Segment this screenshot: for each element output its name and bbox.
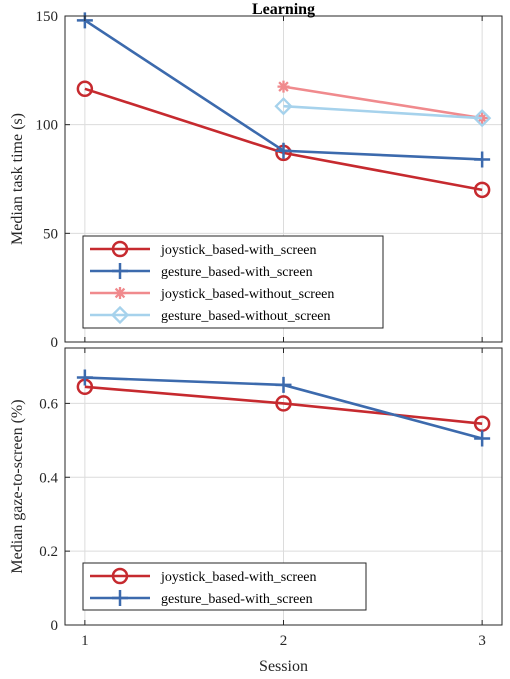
- chart-panel-gaze: 00.20.40.61 2 3 Median gaze-to-screen (%) …: [9, 347, 503, 675]
- ticks-task-time: 0 50 100 150: [36, 9, 483, 351]
- legend-item-joystick-based-with-screen: joystick_based-with_screen: [90, 567, 317, 585]
- x-axis-label-session: Session: [259, 658, 308, 675]
- y-axis-label-task-time: Median task time (s): [9, 113, 26, 245]
- y-tick-label: 0: [51, 335, 59, 351]
- legend-item-gesture-based-with-screen: gesture_based-with_screen: [90, 590, 313, 607]
- data-point-gesture-based-without-screen-3: [473, 109, 492, 128]
- y-tick-label: 0.2: [39, 544, 58, 560]
- legend-marker: [114, 287, 126, 299]
- legend-label: joystick_based-without_screen: [160, 287, 334, 302]
- series-line-gesture-based-without-screen: [283, 104, 483, 120]
- legend-marker: [112, 263, 128, 279]
- legend-item-gesture-based-with-screen: gesture_based-with_screen: [90, 263, 313, 280]
- legend-label: gesture_based-without_screen: [161, 309, 331, 324]
- ticks-gaze: 0 0.2 0.4 0.6 1 2 3: [39, 348, 486, 649]
- chart-title: Learning: [252, 1, 315, 18]
- y-tick-label: 100: [36, 118, 59, 134]
- y-tick-label: 50: [43, 226, 58, 242]
- series-layer-task-time: [76, 12, 492, 199]
- series-line-joystick-based-without-screen: [283, 85, 483, 120]
- data-point-gesture-based-without-screen-2: [274, 97, 293, 116]
- legend-gaze: joystick_based-with_screen gesture_based-…: [82, 562, 367, 611]
- y-tick-label: 0.4: [39, 470, 58, 486]
- data-point-joystick-based-with-screen-2: [275, 395, 292, 412]
- x-tick-label: 3: [478, 633, 486, 649]
- y-tick-label: 0: [51, 618, 59, 634]
- legend-item-gesture-based-without-screen: gesture_based-without_screen: [90, 305, 331, 325]
- data-point-gesture-based-with-screen-2: [275, 142, 292, 159]
- series-layer-gaze: [76, 369, 491, 447]
- legend-item-joystick-based-without-screen: joystick_based-without_screen: [90, 287, 334, 302]
- data-point-joystick-based-with-screen-3: [473, 181, 491, 199]
- data-point-gesture-based-with-screen-3: [474, 151, 491, 168]
- series-gesture-based-without-screen: [274, 97, 492, 128]
- legend-marker: [112, 590, 128, 606]
- legend-label: gesture_based-with_screen: [161, 592, 313, 607]
- y-tick-label: 150: [36, 9, 59, 25]
- data-point-gesture-based-with-screen-1: [76, 369, 93, 386]
- y-tick-label: 0.6: [39, 396, 58, 412]
- series-gesture-based-with-screen: [76, 369, 491, 447]
- legend-marker: [110, 305, 130, 325]
- legend-box: [82, 235, 384, 329]
- legend-marker: [111, 240, 129, 258]
- y-axis-label-gaze: Median gaze-to-screen (%): [9, 399, 26, 573]
- x-tick-label: 2: [280, 633, 288, 649]
- data-point-joystick-based-with-screen-1: [76, 80, 94, 98]
- data-point-gesture-based-with-screen-3: [474, 430, 491, 447]
- legend-box: [82, 562, 367, 611]
- legend-task-time: joystick_based-with_screen gesture_based-…: [82, 235, 384, 329]
- legend-label: gesture_based-with_screen: [161, 265, 313, 280]
- legend-marker: [111, 567, 129, 585]
- series-line-joystick-based-with-screen: [84, 385, 483, 426]
- legend-label: joystick_based-with_screen: [160, 570, 317, 585]
- legend-label: joystick_based-with_screen: [160, 243, 317, 258]
- x-tick-label: 1: [81, 633, 89, 649]
- data-point-joystick-based-without-screen-2: [277, 80, 290, 93]
- data-point-gesture-based-with-screen-2: [275, 376, 292, 393]
- legend-item-joystick-based-with-screen: joystick_based-with_screen: [90, 240, 317, 258]
